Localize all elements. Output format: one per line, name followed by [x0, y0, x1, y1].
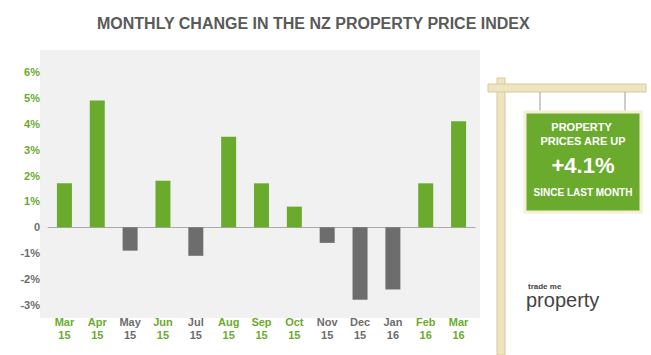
- svg-text:SINCE LAST MONTH: SINCE LAST MONTH: [534, 187, 633, 198]
- svg-text:property: property: [526, 289, 599, 311]
- svg-text:Feb: Feb: [416, 316, 436, 328]
- svg-text:16: 16: [452, 329, 464, 341]
- svg-text:15: 15: [223, 329, 235, 341]
- svg-text:5%: 5%: [24, 92, 40, 104]
- svg-text:3%: 3%: [24, 144, 40, 156]
- svg-text:15: 15: [91, 329, 103, 341]
- svg-text:15: 15: [288, 329, 300, 341]
- svg-text:Aug: Aug: [218, 316, 239, 328]
- svg-text:Dec: Dec: [350, 316, 370, 328]
- svg-text:Mar: Mar: [55, 316, 75, 328]
- svg-text:-2%: -2%: [20, 273, 40, 285]
- svg-text:May: May: [119, 316, 141, 328]
- svg-text:PROPERTY: PROPERTY: [551, 121, 614, 133]
- svg-text:-1%: -1%: [20, 247, 40, 259]
- svg-text:15: 15: [157, 329, 169, 341]
- svg-text:PRICES ARE UP: PRICES ARE UP: [540, 135, 625, 147]
- svg-text:2%: 2%: [24, 170, 40, 182]
- svg-text:16: 16: [420, 329, 432, 341]
- svg-text:Mar: Mar: [449, 316, 469, 328]
- svg-text:6%: 6%: [24, 66, 40, 78]
- svg-text:15: 15: [58, 329, 70, 341]
- svg-text:Sep: Sep: [251, 316, 271, 328]
- svg-text:Jun: Jun: [153, 316, 173, 328]
- svg-text:15: 15: [124, 329, 136, 341]
- svg-text:+4.1%: +4.1%: [552, 153, 615, 178]
- svg-text:-3%: -3%: [20, 299, 40, 311]
- svg-text:Oct: Oct: [285, 316, 304, 328]
- svg-text:trade me: trade me: [528, 281, 562, 291]
- svg-text:1%: 1%: [24, 195, 40, 207]
- svg-text:Jan: Jan: [383, 316, 402, 328]
- svg-text:16: 16: [387, 329, 399, 341]
- svg-text:0: 0: [34, 221, 40, 233]
- svg-text:MONTHLY CHANGE IN THE NZ PROPE: MONTHLY CHANGE IN THE NZ PROPERTY PRICE …: [97, 15, 530, 32]
- svg-text:15: 15: [354, 329, 366, 341]
- svg-text:15: 15: [190, 329, 202, 341]
- svg-text:Apr: Apr: [88, 316, 108, 328]
- svg-text:4%: 4%: [24, 118, 40, 130]
- svg-text:Nov: Nov: [317, 316, 339, 328]
- svg-text:15: 15: [321, 329, 333, 341]
- svg-text:Jul: Jul: [188, 316, 204, 328]
- svg-text:15: 15: [255, 329, 267, 341]
